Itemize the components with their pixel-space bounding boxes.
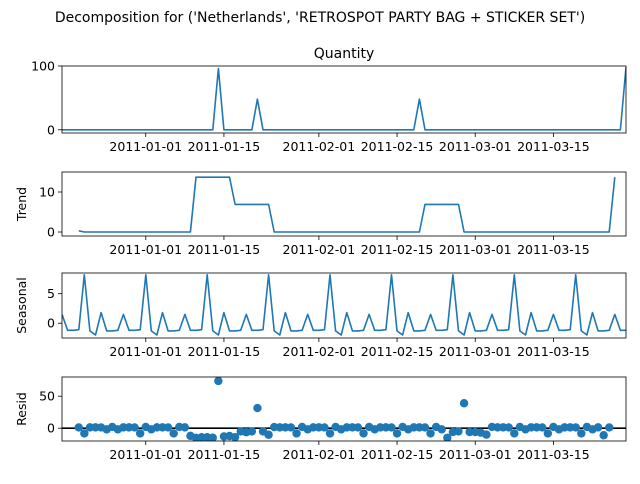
x-tick-label: 2011-03-15 [517,344,590,359]
x-tick-label: 2011-03-01 [439,447,512,462]
resid-point [130,423,139,432]
resid-point [230,432,240,441]
resid-point [577,429,586,438]
resid-point [538,423,547,432]
y-axis-label: Seasonal [14,277,29,334]
x-tick-label: 2011-02-15 [361,447,434,462]
x-tick-label: 2011-01-15 [188,139,261,154]
resid-point [353,423,363,432]
resid-point [169,429,178,438]
resid-point [208,433,217,441]
plot-area [78,176,616,233]
figure-suptitle: Decomposition for ('Netherlands', 'RETRO… [55,10,585,26]
resid-point [420,423,430,432]
y-tick-label: 0 [47,225,55,240]
resid-point [74,423,83,432]
x-tick-label: 2011-01-01 [109,139,182,154]
x-tick-label: 2011-02-01 [283,447,356,462]
x-tick-label: 2011-01-15 [188,344,261,359]
resid-point [387,423,396,432]
x-tick-label: 2011-03-15 [517,242,590,257]
resid-point [571,423,580,432]
x-tick-label: 2011-03-15 [517,447,590,462]
x-tick-label: 2011-03-01 [439,139,512,154]
y-tick-label: 100 [31,59,55,74]
resid-point [292,429,301,438]
resid-point [482,430,491,439]
x-tick-label: 2011-03-01 [439,344,512,359]
plot-area [62,377,626,441]
y-tick-label: 0 [47,122,55,137]
resid-point [593,423,603,432]
axes-frame [61,65,627,134]
x-tick-label: 2011-01-01 [109,344,182,359]
resid-point [392,429,402,438]
resid-point [605,423,614,432]
resid-point [543,429,553,438]
resid-point [459,399,469,408]
resid-point [253,403,262,413]
x-tick-label: 2011-02-15 [361,344,434,359]
y-axis-label: Resid [14,392,29,426]
series-line [62,273,626,336]
axes-frame [61,272,627,339]
x-tick-label: 2011-03-15 [517,139,590,154]
series-line [62,67,626,131]
x-tick-label: 2011-01-01 [109,242,182,257]
resid-point [443,433,452,441]
resid-point [214,377,223,386]
resid-point [264,430,273,439]
axes-frame [61,376,627,442]
x-tick-label: 2011-01-01 [109,447,182,462]
resid-point [163,423,173,432]
y-tick-label: 5 [47,286,55,301]
resid-point [426,429,435,438]
resid-point [247,427,257,436]
subplot-2: 0 10 2011-01-01 2011-01-15 2011-02-01 2011-02… [14,171,627,257]
plot-area [62,273,626,336]
resid-point [325,429,335,438]
series-line [78,176,616,233]
resid-point [180,423,190,432]
resid-point [454,427,463,436]
x-tick-label: 2011-03-01 [439,242,512,257]
resid-point [504,423,513,432]
x-tick-label: 2011-02-15 [361,242,434,257]
resid-point [599,431,608,440]
subplot-4: 0 50 2011-01-01 2011-01-15 2011-02-01 2011-02… [14,376,627,462]
axes-frame [61,171,627,237]
resid-point [437,425,446,434]
resid-point [359,429,368,438]
resid-point [510,429,519,438]
x-tick-label: 2011-02-01 [283,242,356,257]
x-tick-label: 2011-02-01 [283,344,356,359]
resid-point [135,429,145,438]
x-tick-label: 2011-02-01 [283,139,356,154]
subplot-1: 0 100 2011-01-01 2011-01-15 2011-02-01 2011-0… [31,46,627,154]
y-tick-label: 0 [47,421,55,436]
subplot-3: 0 5 2011-01-01 2011-01-15 2011-02-01 2011-02-… [14,272,627,359]
y-tick-label: 50 [39,389,55,404]
resid-point [320,423,329,432]
subplot-title: Quantity [314,46,375,62]
y-axis-label: Trend [14,187,29,222]
x-tick-label: 2011-01-15 [188,242,261,257]
x-tick-label: 2011-02-15 [361,139,434,154]
y-tick-label: 10 [39,185,55,200]
y-tick-label: 0 [47,316,55,331]
resid-point [80,429,89,438]
resid-point [286,423,296,432]
plot-area [62,67,626,131]
x-tick-label: 2011-01-15 [188,447,261,462]
